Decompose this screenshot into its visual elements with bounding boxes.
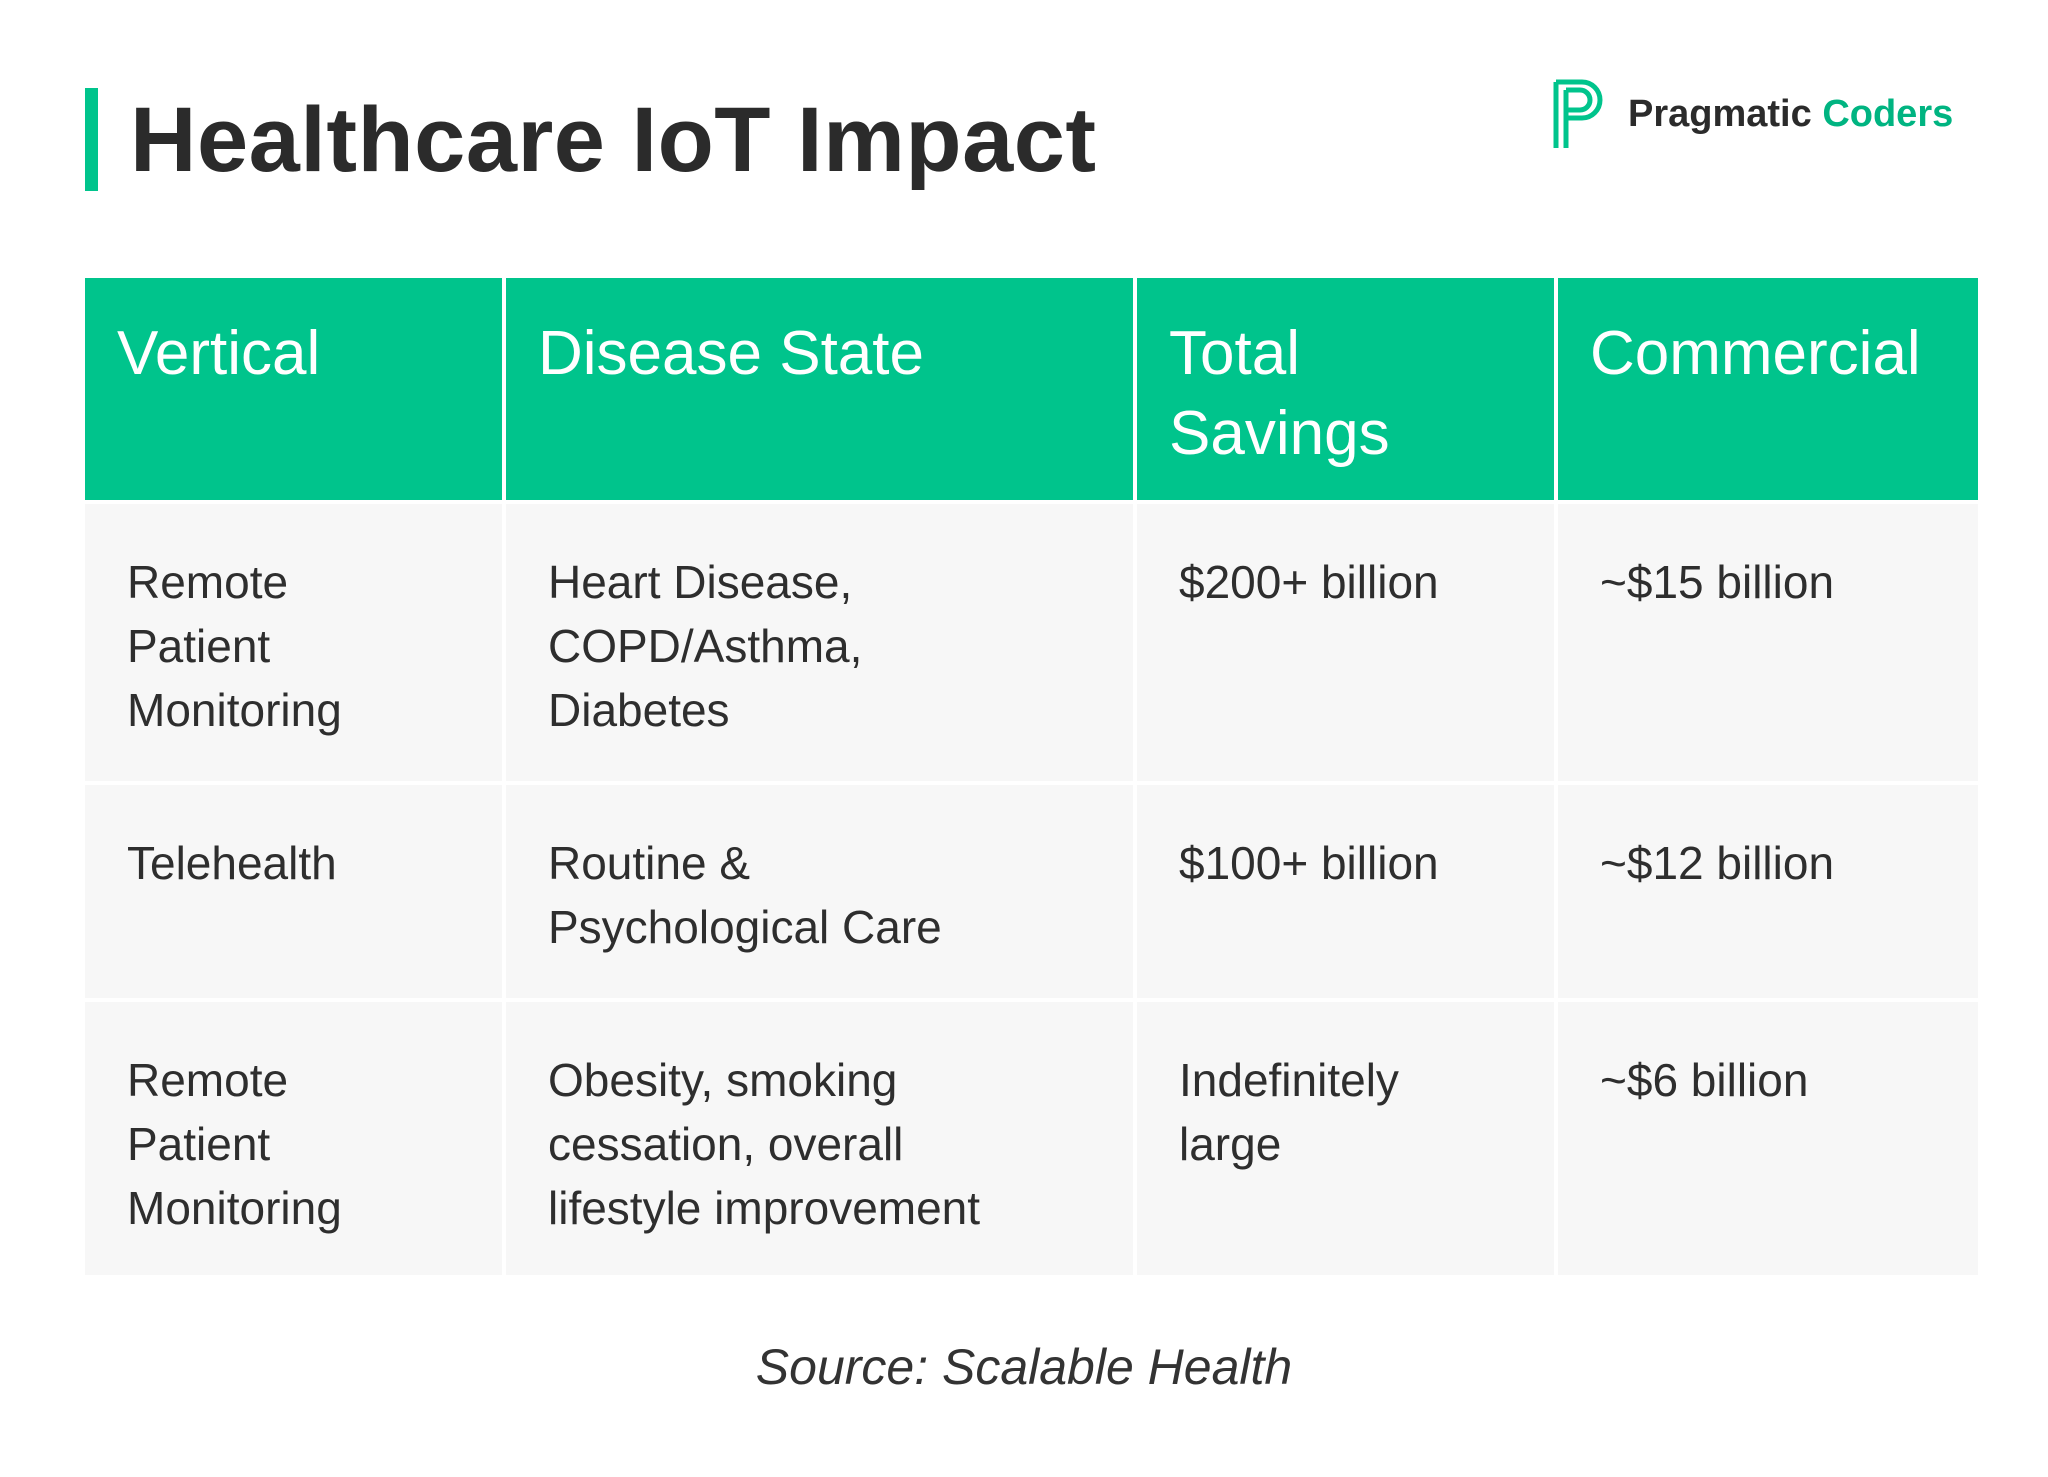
page-title: Healthcare IoT Impact [130,89,1097,191]
pragmatic-coders-p-logo-icon [1553,79,1603,148]
table-cell: ~$12 billion [1558,785,1978,998]
table-cell: $100+ billion [1137,785,1554,998]
header-total-savings: Total Savings [1137,278,1554,500]
source-caption: Source: Scalable Health [755,1339,1293,1395]
brand-name-part2: Coders [1822,92,1954,135]
table-cell: Obesity, smoking cessation, overall life… [506,1002,1133,1275]
table-cell: $200+ billion [1137,504,1554,781]
brand-name: Pragmatic Coders [1628,93,1953,136]
table-cell: Indefinitely large [1137,1002,1554,1275]
title-accent-bar [85,88,98,191]
header-commercial: Commercial [1558,278,1978,500]
table-cell: Telehealth [85,785,502,998]
table-cell: Remote Patient Monitoring [85,504,502,781]
impact-table: Vertical Disease State Total Savings Com… [85,278,1978,1275]
table-cell: Routine & Psychological Care [506,785,1133,998]
header-vertical: Vertical [85,278,502,500]
header-disease-state: Disease State [506,278,1133,500]
table-cell: Remote Patient Monitoring [85,1002,502,1275]
table-cell: Heart Disease, COPD/Asthma, Diabetes [506,504,1133,781]
table-cell: ~$15 billion [1558,504,1978,781]
brand-name-part1: Pragmatic [1628,92,1812,135]
brand-logo: Pragmatic Coders [1548,76,1978,152]
table-cell: ~$6 billion [1558,1002,1978,1275]
